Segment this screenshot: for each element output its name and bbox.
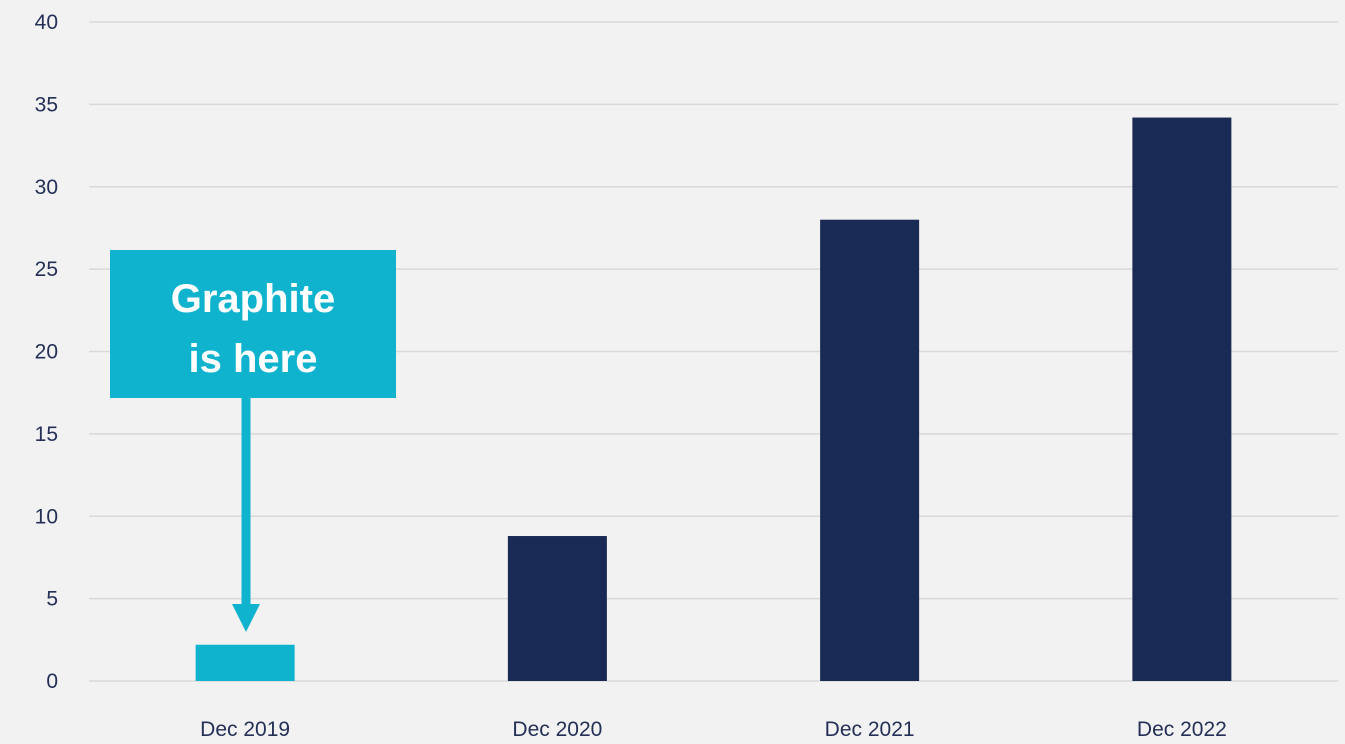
y-tick-label: 40	[35, 11, 58, 34]
callout-line-1: Graphite	[171, 277, 335, 321]
x-tick-label: Dec 2019	[200, 718, 290, 741]
x-tick-label: Dec 2021	[825, 718, 915, 741]
callout-box	[110, 250, 396, 398]
bar-dec-2019	[195, 644, 295, 681]
y-tick-label: 10	[35, 505, 58, 528]
bar-dec-2022	[1132, 117, 1232, 682]
x-axis-ticks: Dec 2019 Dec 2020 Dec 2021 Dec 2022	[200, 718, 1227, 741]
y-tick-label: 20	[35, 341, 58, 364]
bar-dec-2021	[820, 219, 920, 681]
x-tick-label: Dec 2020	[512, 718, 602, 741]
y-tick-label: 15	[35, 423, 58, 446]
bar-dec-2020	[507, 536, 607, 681]
callout-annotation: Graphite is here	[110, 250, 396, 632]
y-tick-label: 35	[35, 93, 58, 116]
y-tick-label: 30	[35, 176, 58, 199]
callout-arrow-head	[232, 604, 260, 632]
y-tick-label: 25	[35, 258, 58, 281]
bars	[195, 117, 1232, 682]
y-axis-ticks: 0 5 10 15 20 25 30 35 40	[35, 11, 58, 693]
callout-line-2: is here	[189, 337, 318, 381]
y-tick-label: 5	[46, 588, 58, 611]
y-tick-label: 0	[46, 670, 58, 693]
x-tick-label: Dec 2022	[1137, 718, 1227, 741]
